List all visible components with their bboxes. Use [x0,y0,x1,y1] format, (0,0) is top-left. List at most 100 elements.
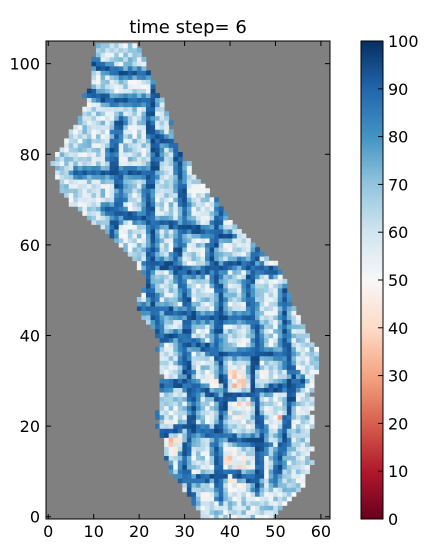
heatmap-cell [205,201,210,207]
heatmap-cell [182,260,188,266]
heatmap-cell [173,278,179,284]
heatmap-cell [118,152,124,157]
heatmap-cell [241,405,247,411]
heatmap-cell [173,324,179,330]
heatmap-cell [182,242,188,248]
heatmap-cell [223,337,229,343]
heatmap-cell [295,328,301,334]
heatmap-cell [186,405,192,411]
heatmap-cell [286,396,292,402]
heatmap-cell [123,56,129,62]
heatmap-cell [232,473,238,479]
heatmap-cell [168,183,174,189]
heatmap-cell [295,423,301,429]
heatmap-cell [286,392,292,398]
heatmap-cell [132,174,138,180]
heatmap-cell [173,342,179,348]
heatmap-cell [164,138,170,144]
heatmap-cell [168,174,174,180]
heatmap-cell [177,469,183,475]
heatmap-cell [136,56,142,62]
heatmap-cell [273,360,279,366]
heatmap-cell [227,437,233,443]
heatmap-cell [186,387,192,393]
heatmap-cell [164,238,170,244]
heatmap-cell [159,383,165,389]
heatmap-cell [255,505,260,511]
heatmap-cell [127,206,133,212]
heatmap-cell [273,432,279,438]
heatmap-cell [250,324,256,330]
heatmap-cell [100,183,106,189]
heatmap-cell [214,287,220,293]
heatmap-cell [64,174,70,180]
heatmap-cell [205,319,210,325]
heatmap-cell [250,460,256,466]
heatmap-cell [236,446,242,452]
heatmap-cell [182,283,188,289]
heatmap-cell [236,247,242,253]
heatmap-cell [309,351,315,357]
heatmap-cell [250,287,256,293]
heatmap-cell [173,188,179,194]
heatmap-cell [291,410,297,416]
heatmap-cell [209,219,215,225]
heatmap-cell [250,292,256,298]
heatmap-cell [195,287,201,293]
heatmap-cell [273,392,279,398]
heatmap-cell [186,219,192,225]
heatmap-cell [250,328,256,334]
heatmap-cell [286,337,292,343]
heatmap-cell [232,251,238,257]
heatmap-cell [277,464,283,470]
heatmap-cell [186,355,192,361]
heatmap-cell [55,174,61,180]
heatmap-cell [236,451,242,456]
heatmap-cell [150,115,156,121]
heatmap-cell [255,260,260,266]
heatmap-cell [305,441,310,447]
heatmap-cell [109,97,115,103]
heatmap-cell [286,328,292,334]
heatmap-cell [100,47,106,53]
heatmap-cell [123,70,129,76]
heatmap-cell [155,315,160,321]
heatmap-cell [136,215,142,221]
heatmap-cell [232,351,238,357]
heatmap-cell [277,369,283,375]
heatmap-cell [259,378,265,384]
heatmap-cell [218,278,224,284]
heatmap-cell [168,238,174,244]
heatmap-cell [141,260,147,266]
heatmap-cell [273,401,279,407]
heatmap-cell [159,206,165,212]
heatmap-cell [232,496,238,502]
heatmap-cell [200,414,206,420]
heatmap-cell [91,79,97,85]
heatmap-cell [173,355,179,361]
heatmap-cell [118,147,124,153]
heatmap-cell [209,491,215,497]
heatmap-cell [268,315,274,321]
heatmap-cell [236,369,242,375]
heatmap-cell [164,224,170,230]
heatmap-cell [164,242,170,248]
heatmap-cell [114,152,120,157]
heatmap-cell [100,70,106,76]
heatmap-cell [105,201,111,207]
heatmap-cell [273,464,279,470]
heatmap-cell [164,269,170,275]
heatmap-cell [109,129,115,135]
heatmap-cell [209,315,215,321]
heatmap-cell [227,319,233,325]
heatmap-cell [155,170,160,176]
heatmap-cell [245,283,251,289]
heatmap-cell [232,269,238,275]
heatmap-cell [200,188,206,194]
heatmap-cell [291,310,297,316]
heatmap-cell [95,152,101,157]
heatmap-cell [195,360,201,366]
heatmap-cell [227,410,233,416]
heatmap-cell [73,201,79,207]
heatmap-cell [182,210,188,216]
